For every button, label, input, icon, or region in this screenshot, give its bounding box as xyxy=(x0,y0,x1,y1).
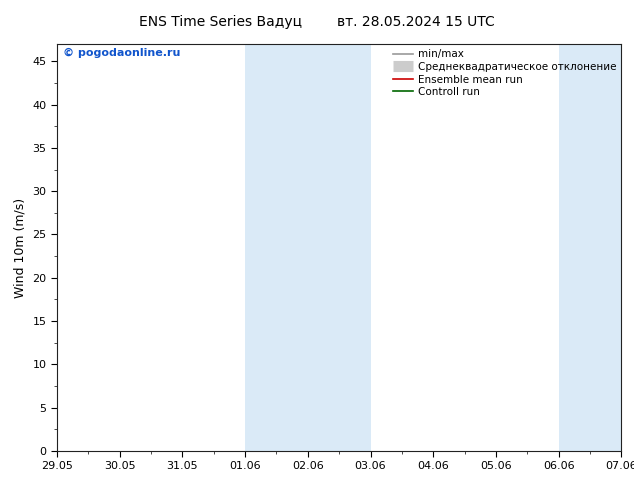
Bar xyxy=(245,44,370,451)
Text: © pogodaonline.ru: © pogodaonline.ru xyxy=(63,48,180,58)
Text: ENS Time Series Вадуц        вт. 28.05.2024 15 UTC: ENS Time Series Вадуц вт. 28.05.2024 15 … xyxy=(139,15,495,29)
Legend: min/max, Среднеквадратическое отклонение, Ensemble mean run, Controll run: min/max, Среднеквадратическое отклонение… xyxy=(391,47,618,99)
Y-axis label: Wind 10m (m/s): Wind 10m (m/s) xyxy=(14,197,27,297)
Bar xyxy=(559,44,621,451)
